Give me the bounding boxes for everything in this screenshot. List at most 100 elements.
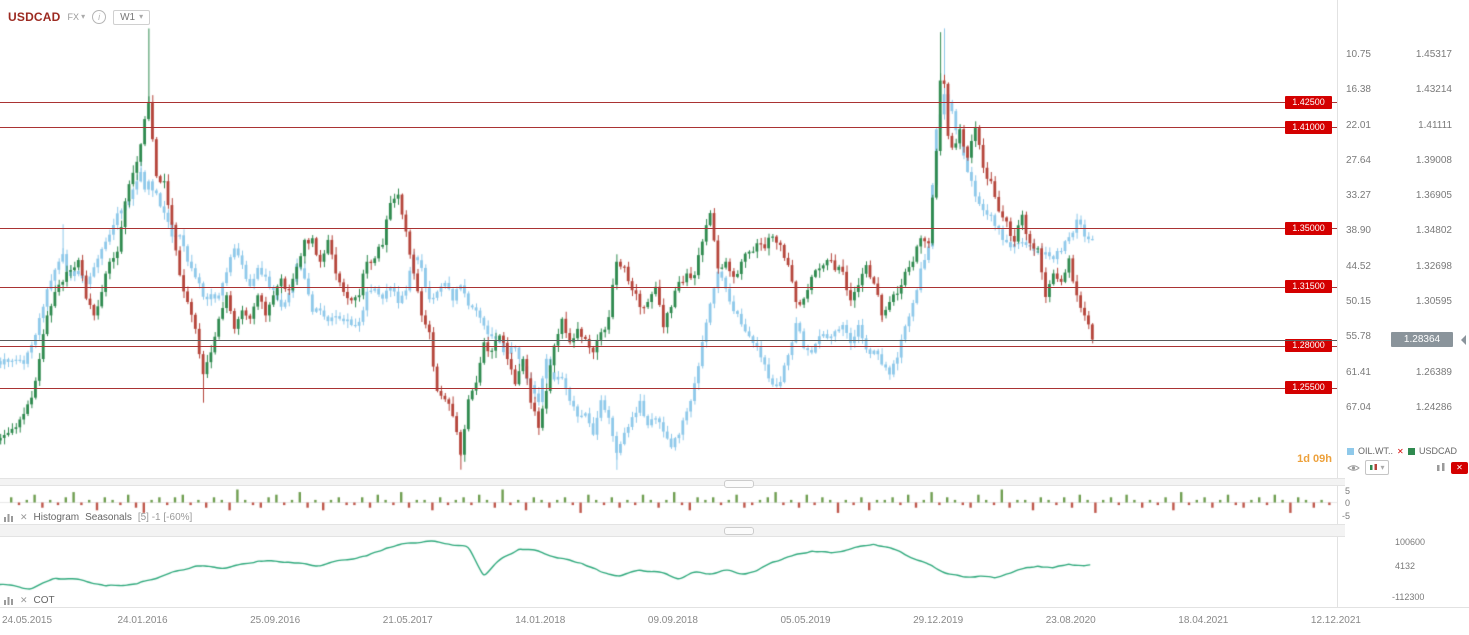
axis-separator (1337, 0, 1338, 607)
oil-axis-label: 44.52 (1345, 260, 1371, 272)
oil-axis-label: 38.90 (1345, 225, 1371, 237)
price-axis-row: 22.01 1.41111 (1337, 120, 1469, 132)
close-icon[interactable]: ✕ (1397, 446, 1404, 456)
cot-axis-max: 100600 (1395, 537, 1426, 547)
price-axis-row: 55.78 (1337, 331, 1469, 343)
histogram-axis-zero: 0 (1345, 498, 1351, 508)
time-axis-label: 05.05.2019 (780, 615, 831, 626)
histogram-axis-max: 5 (1345, 486, 1351, 496)
usdcad-axis-label: 1.39008 (1415, 154, 1452, 166)
price-axis-row: 10.75 1.45317 (1337, 49, 1469, 61)
indicator-settings-icon[interactable] (4, 513, 14, 522)
histogram-indicator-legend: ✕ Histogram Seasonals [5] -1 [-60%] (4, 512, 192, 523)
candlestick-icon (1370, 464, 1378, 470)
panel-divider[interactable] (0, 478, 1345, 488)
price-level-line[interactable] (0, 388, 1337, 389)
cot-indicator-legend: ✕ COT (4, 595, 55, 606)
market-selector[interactable]: FX ▾ (68, 12, 86, 22)
price-axis-row: 16.38 1.43214 (1337, 84, 1469, 96)
price-level-badge[interactable]: 1.35000 (1285, 221, 1332, 235)
time-axis-label: 29.12.2019 (913, 615, 964, 626)
price-level-line[interactable] (0, 228, 1337, 229)
price-level-badge[interactable]: 1.31500 (1285, 280, 1332, 294)
usdcad-axis-label: 1.43214 (1415, 84, 1452, 96)
time-axis-label: 21.05.2017 (382, 615, 433, 626)
current-price-badge: 1.28364 (1391, 332, 1453, 348)
price-axis-row: 50.15 1.30595 (1337, 296, 1469, 308)
info-icon[interactable]: i (92, 10, 107, 24)
cot-axis-min: -112300 (1392, 592, 1425, 602)
timeframe-label: W1 (120, 11, 136, 23)
close-icon[interactable]: ✕ (20, 512, 28, 522)
price-level-line[interactable] (0, 127, 1337, 128)
price-axis-row: 33.27 1.36905 (1337, 190, 1469, 202)
panel-divider[interactable] (0, 524, 1345, 537)
divider-handle[interactable] (724, 527, 754, 535)
oil-axis-label: 55.78 (1345, 331, 1371, 343)
cot-axis-current: 4132 (1395, 561, 1416, 571)
chart-type-button[interactable]: ▾ (1365, 460, 1389, 475)
oil-axis-label: 61.41 (1345, 366, 1371, 378)
price-level-line[interactable] (0, 346, 1337, 347)
time-axis-label: 18.04.2021 (1178, 615, 1229, 626)
time-axis-label: 12.12.2021 (1310, 615, 1361, 626)
main-chart-canvas[interactable] (0, 0, 1337, 478)
price-axis-row: 44.52 1.32698 (1337, 261, 1469, 273)
price-level-badge[interactable]: 1.42500 (1285, 95, 1332, 109)
usdcad-series-swatch (1408, 447, 1415, 455)
indicator-params: [5] -1 [-60%] (137, 512, 193, 523)
timeframe-button[interactable]: W1 ▾ (113, 9, 151, 25)
time-axis-label: 09.09.2018 (647, 615, 698, 626)
price-level-badge[interactable]: 1.28000 (1285, 339, 1332, 353)
market-label: FX (67, 12, 80, 22)
oil-axis-label: 16.38 (1345, 84, 1371, 96)
eye-icon[interactable] (1347, 463, 1360, 473)
chevron-down-icon: ▾ (139, 12, 144, 21)
usdcad-axis-label: 1.34802 (1415, 225, 1452, 237)
legend-usdcad[interactable]: USDCAD (1408, 446, 1457, 456)
cot-panel-canvas[interactable] (0, 537, 1337, 607)
oil-axis-label: 67.04 (1345, 401, 1371, 413)
usdcad-axis-label: 1.32698 (1415, 260, 1452, 272)
oil-series-swatch (1347, 447, 1354, 455)
time-axis-label: 24.05.2015 (2, 615, 53, 626)
oil-series-label: OIL.WT.. (1358, 446, 1394, 456)
price-axis-row: 67.04 1.24286 (1337, 402, 1469, 414)
usdcad-axis-label: 1.30595 (1415, 296, 1452, 308)
close-icon[interactable]: ✕ (20, 595, 28, 605)
time-axis-label: 23.08.2020 (1045, 615, 1096, 626)
usdcad-axis-label: 1.24286 (1415, 401, 1452, 413)
price-level-badge[interactable]: 1.25500 (1285, 381, 1332, 395)
histogram-panel-canvas[interactable] (0, 486, 1337, 524)
oil-axis-label: 10.75 (1345, 49, 1371, 60)
price-axis-row: 61.41 1.26389 (1337, 367, 1469, 379)
time-axis[interactable]: 24.05.2015 24.01.2016 25.09.2016 21.05.2017… (0, 607, 1469, 635)
usdcad-axis-label: 1.26389 (1415, 366, 1452, 378)
series-tools: ▾ ✕ (1347, 460, 1468, 475)
usdcad-axis-label: 1.41111 (1418, 119, 1452, 131)
legend-oil[interactable]: OIL.WT.. ✕ (1347, 446, 1404, 456)
chevron-down-icon: ▾ (81, 12, 86, 21)
indicator-subtitle: Seasonals (85, 512, 132, 523)
price-level-badge[interactable]: 1.41000 (1285, 120, 1332, 134)
indicator-name: COT (33, 595, 55, 606)
oil-axis-label: 33.27 (1345, 190, 1371, 202)
symbol-title: USDCAD (8, 10, 61, 24)
divider-handle[interactable] (724, 480, 754, 488)
oil-axis-label: 22.01 (1345, 119, 1371, 131)
current-price-line (0, 340, 1337, 341)
oil-axis-label: 27.64 (1345, 154, 1371, 166)
remove-series-button[interactable]: ✕ (1451, 461, 1468, 474)
usdcad-series-label: USDCAD (1419, 446, 1458, 456)
oil-axis-label: 50.15 (1345, 296, 1371, 308)
time-axis-label: 24.01.2016 (117, 615, 168, 626)
usdcad-axis-label: 1.36905 (1415, 190, 1452, 202)
scroll-to-latest-arrow-icon[interactable] (1456, 334, 1466, 345)
price-level-line[interactable] (0, 287, 1337, 288)
price-level-line[interactable] (0, 102, 1337, 103)
indicator-settings-icon[interactable] (4, 596, 14, 605)
time-axis-label: 25.09.2016 (250, 615, 301, 626)
price-axis-row: 27.64 1.39008 (1337, 155, 1469, 167)
usdcad-axis-label: 1.45317 (1415, 49, 1452, 60)
